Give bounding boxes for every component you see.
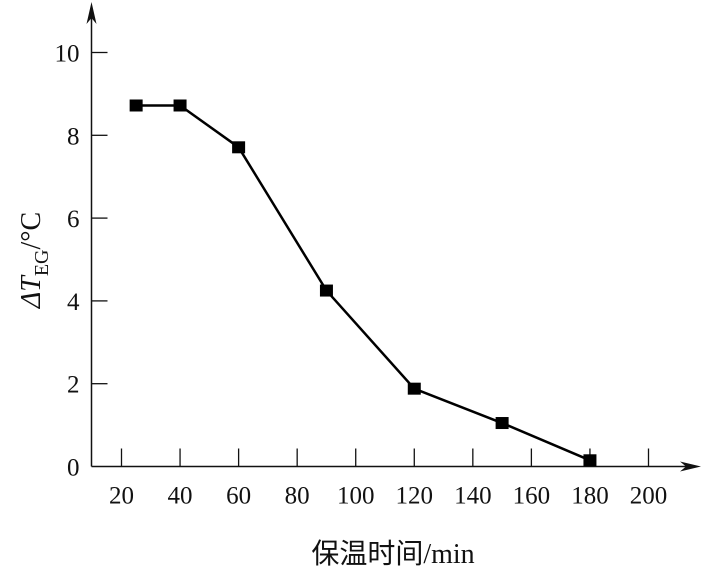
- y-tick-label: 2: [67, 372, 80, 399]
- y-tick-label: 0: [67, 455, 80, 482]
- axes: [86, 2, 701, 472]
- data-point-marker: [232, 141, 246, 154]
- data-point-marker: [129, 99, 143, 112]
- x-tick-label: 140: [454, 483, 492, 510]
- data-point-marker: [495, 417, 509, 430]
- x-tick-label: 40: [168, 483, 193, 510]
- data-point-marker: [583, 454, 597, 467]
- x-tick-label: 180: [571, 483, 609, 510]
- y-axis-arrow: [86, 2, 97, 24]
- y-label-unit: /°C: [16, 212, 47, 250]
- x-tick-label: 80: [285, 483, 310, 510]
- y-axis-label: ΔTEG/°C: [16, 212, 53, 309]
- x-tick-label: 160: [513, 483, 551, 510]
- x-tick-label: 120: [396, 483, 434, 510]
- y-tick-label: 4: [67, 289, 80, 316]
- data-point-marker: [407, 382, 421, 395]
- y-tick-label: 6: [67, 206, 80, 233]
- x-axis-arrow: [680, 461, 701, 472]
- x-tick-label: 100: [337, 483, 375, 510]
- series: [129, 99, 597, 467]
- series-line: [136, 104, 591, 462]
- y-tick-label: 10: [55, 41, 80, 68]
- y-label-subscript: EG: [31, 249, 53, 276]
- x-axis-label: 保温时间/min: [311, 538, 474, 568]
- data-point-marker: [173, 99, 187, 112]
- x-tick-label: 20: [109, 483, 134, 510]
- data-point-marker: [319, 284, 333, 297]
- ticks: 20 40 60 80 100 120 140 160 180 200 0 2 4 6 8 10: [55, 41, 668, 510]
- y-label-prefix: ΔT: [16, 274, 47, 309]
- x-tick-label: 200: [630, 483, 668, 510]
- y-tick-label: 8: [67, 123, 80, 150]
- x-tick-label: 60: [226, 483, 251, 510]
